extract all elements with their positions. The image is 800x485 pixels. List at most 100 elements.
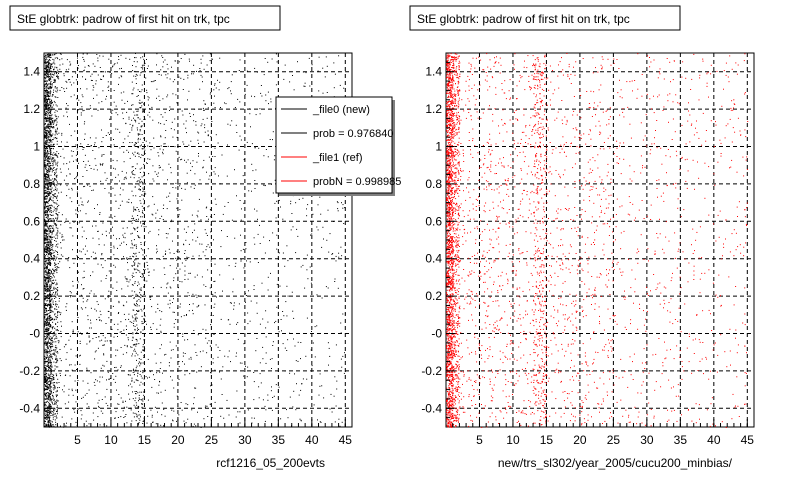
data-point [51,64,52,65]
data-point [132,233,133,234]
data-point [323,397,324,398]
data-point [142,210,143,211]
data-point [71,418,72,419]
data-point [48,125,49,126]
data-point [53,197,54,198]
data-point [95,225,96,226]
data-point [45,210,46,211]
data-point [94,66,95,67]
data-point [199,89,200,90]
data-point [50,118,51,119]
data-point [142,176,143,177]
data-point [142,277,143,278]
data-point [127,281,128,282]
data-point [45,288,46,289]
data-point [176,345,177,346]
data-point [47,412,48,413]
data-point [47,76,48,77]
data-point [194,397,195,398]
data-point [183,144,184,145]
data-point [48,74,49,75]
data-point [133,310,134,311]
data-point [140,107,141,108]
data-point [121,92,122,93]
data-point [142,383,143,384]
data-point [293,391,294,392]
data-point [49,284,50,285]
data-point [317,294,318,295]
data-point [57,57,58,58]
data-point [305,356,306,357]
data-point [53,218,54,219]
data-point [315,356,316,357]
data-point [89,66,90,67]
data-point [46,214,47,215]
data-point [130,233,131,234]
data-point [189,373,190,374]
data-point [73,161,74,162]
data-point [44,207,45,208]
data-point [51,406,52,407]
data-point [289,81,290,82]
data-point [48,217,49,218]
data-point [47,278,48,279]
data-point [213,315,214,316]
data-point [142,316,143,317]
data-point [191,186,192,187]
data-point [220,107,221,108]
data-point [148,173,149,174]
data-point [295,252,296,253]
data-point [49,102,50,103]
data-point [290,201,291,202]
data-point [48,112,49,113]
data-point [271,386,272,387]
data-point [206,216,207,217]
data-point [51,88,52,89]
data-point [44,225,45,226]
data-point [46,297,47,298]
data-point [52,328,53,329]
data-point [144,191,145,192]
data-point [235,263,236,264]
data-point [49,409,50,410]
data-point [203,251,204,252]
data-point [52,59,53,60]
data-point [185,250,186,251]
data-point [52,114,53,115]
data-point [297,236,298,237]
data-point [137,163,138,164]
data-point [60,184,61,185]
data-point [67,352,68,353]
data-point [78,257,79,258]
data-point [50,141,51,142]
data-point [155,80,156,81]
data-point [198,306,199,307]
data-point [124,345,125,346]
data-point [338,257,339,258]
data-point [177,103,178,104]
data-point [184,364,185,365]
data-point [213,89,214,90]
data-point [136,256,137,257]
data-point [162,373,163,374]
data-point [204,124,205,125]
data-point [99,319,100,320]
data-point [172,302,173,303]
data-point [159,310,160,311]
data-point [152,417,153,418]
data-point [53,152,54,153]
data-point [50,307,51,308]
data-point [46,140,47,141]
data-point [57,163,58,164]
data-point [137,407,138,408]
data-point [133,256,134,257]
data-point [247,142,248,143]
data-point [332,412,333,413]
data-point [55,134,56,135]
data-point [177,198,178,199]
data-point [189,59,190,60]
data-point [53,332,54,333]
data-point [136,248,137,249]
data-point [319,386,320,387]
data-point [61,135,62,136]
